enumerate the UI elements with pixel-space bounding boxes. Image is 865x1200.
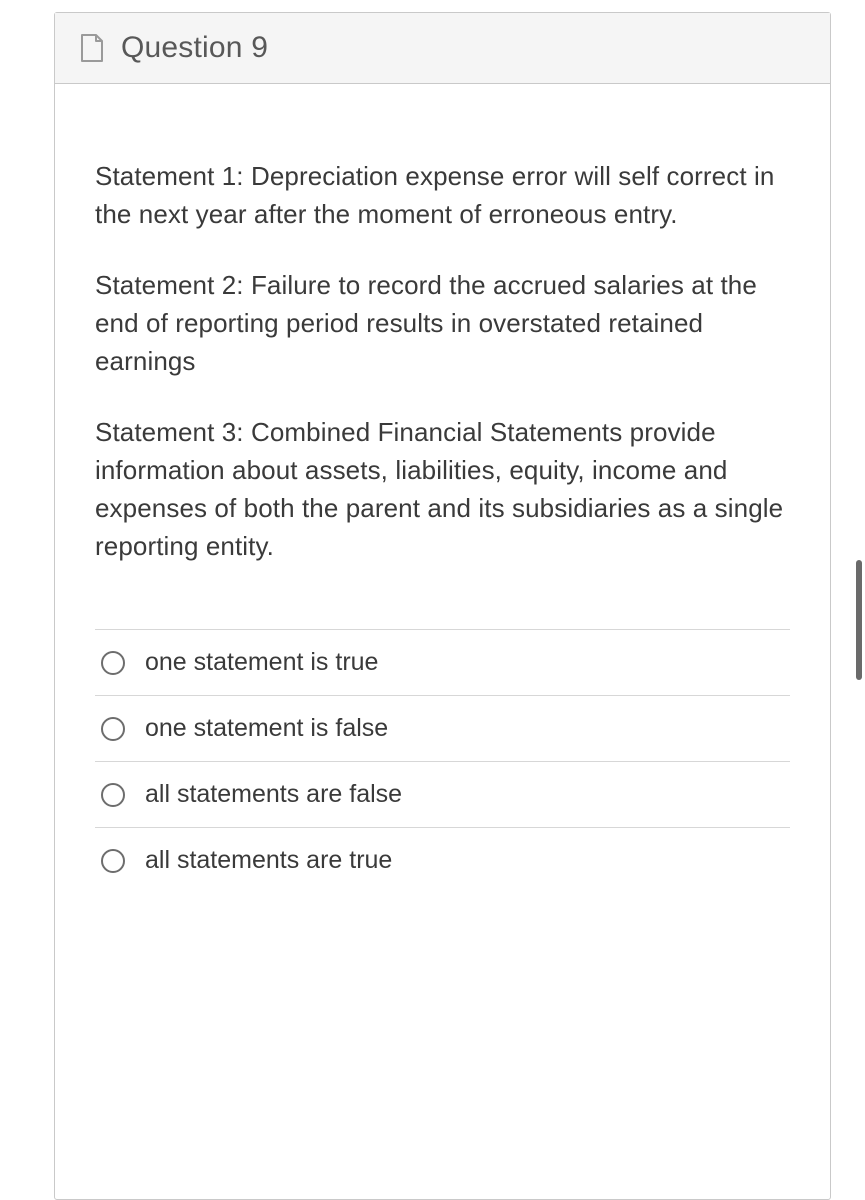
page-outline-icon	[79, 33, 105, 63]
answer-option-label: all statements are true	[145, 846, 392, 875]
answer-option[interactable]: all statements are true	[95, 827, 790, 893]
scrollbar-thumb[interactable]	[856, 560, 862, 680]
radio-icon[interactable]	[101, 849, 125, 873]
answer-option[interactable]: all statements are false	[95, 761, 790, 827]
answer-option[interactable]: one statement is false	[95, 695, 790, 761]
radio-icon[interactable]	[101, 651, 125, 675]
radio-icon[interactable]	[101, 783, 125, 807]
question-header: Question 9	[55, 13, 830, 84]
answer-option[interactable]: one statement is true	[95, 629, 790, 695]
radio-icon[interactable]	[101, 717, 125, 741]
statement-1: Statement 1: Depreciation expense error …	[95, 158, 790, 233]
answer-option-label: one statement is true	[145, 648, 378, 677]
question-body: Statement 1: Depreciation expense error …	[55, 84, 830, 893]
answer-option-label: all statements are false	[145, 780, 402, 809]
statement-2: Statement 2: Failure to record the accru…	[95, 267, 790, 380]
answer-options: one statement is true one statement is f…	[95, 629, 790, 893]
question-title: Question 9	[121, 31, 268, 65]
statement-3: Statement 3: Combined Financial Statemen…	[95, 414, 790, 565]
question-card: Question 9 Statement 1: Depreciation exp…	[54, 12, 831, 1200]
answer-option-label: one statement is false	[145, 714, 388, 743]
